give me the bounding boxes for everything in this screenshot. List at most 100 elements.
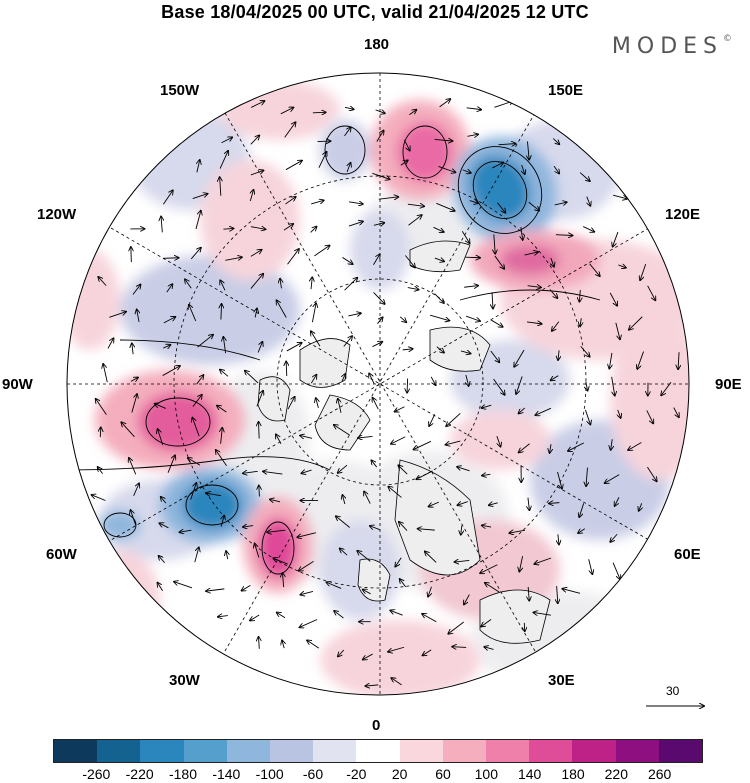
wind-vector <box>342 495 344 505</box>
wind-vector <box>92 495 106 501</box>
wind-vector <box>373 223 384 226</box>
wind-vector <box>465 315 480 321</box>
wind-vector <box>257 342 262 353</box>
wind-vector <box>388 487 402 498</box>
wind-vector <box>297 532 317 538</box>
wind-vector <box>493 378 505 395</box>
wind-vector <box>395 557 402 567</box>
wind-vector <box>391 436 406 444</box>
wind-vector <box>552 138 559 145</box>
wind-vector <box>221 428 223 444</box>
wind-vector <box>528 497 529 511</box>
wind-vector <box>363 653 373 659</box>
wind-vector <box>646 410 654 423</box>
wind-vector <box>388 646 405 652</box>
wind-vector <box>484 647 494 650</box>
colorbar-tick-label: 60 <box>435 766 451 782</box>
wind-vector <box>250 274 263 289</box>
wind-vector <box>429 501 439 506</box>
wind-vector <box>192 194 208 200</box>
wind-vector <box>583 226 594 232</box>
colorbar-tick-label: 20 <box>391 766 408 782</box>
wind-vector <box>578 528 586 533</box>
wind-vector <box>372 172 389 179</box>
wind-vector <box>342 374 345 382</box>
coastlines <box>257 240 551 644</box>
wind-vector <box>336 516 350 528</box>
wind-vector <box>192 418 200 437</box>
wind-vector <box>364 491 371 504</box>
colorbar-cell <box>615 740 659 762</box>
wind-vector <box>628 442 642 451</box>
wind-vector <box>159 556 166 564</box>
wind-vector <box>580 345 590 356</box>
wind-vector <box>550 444 551 453</box>
wind-vector <box>434 139 453 141</box>
wind-vector <box>428 586 431 597</box>
lon-label-90w: 90W <box>2 376 33 393</box>
wind-vector <box>373 398 379 410</box>
wind-vector <box>180 530 192 532</box>
wind-vector <box>587 196 591 206</box>
lon-label-30w: 30W <box>169 672 200 689</box>
colorbar-cell <box>356 740 400 762</box>
wind-vector <box>301 470 312 473</box>
wind-vector <box>526 322 542 324</box>
wind-vector <box>568 442 585 451</box>
wind-vector <box>161 217 162 233</box>
wind-vector <box>280 279 281 289</box>
map-border <box>66 72 690 696</box>
wind-vector <box>316 398 319 409</box>
colorbar-cell <box>270 740 314 762</box>
wind-vector <box>250 250 262 257</box>
wind-vector <box>340 548 348 556</box>
wind-vector <box>363 589 371 595</box>
wind-vector <box>259 422 260 439</box>
wind-vector <box>482 405 492 408</box>
wind-vector <box>461 525 462 535</box>
lon-label-150e: 150E <box>548 82 584 99</box>
wind-vector <box>466 374 469 386</box>
wind-vector <box>580 318 581 326</box>
wind-vector <box>250 101 264 108</box>
wind-vector <box>516 376 523 393</box>
wind-vector <box>400 579 407 588</box>
stream-contours <box>67 125 601 575</box>
wind-vector <box>221 137 233 144</box>
wind-vector <box>613 194 627 199</box>
wind-vector <box>586 467 587 487</box>
wind-vector <box>405 255 415 268</box>
wind-vector <box>344 107 354 109</box>
wind-vector <box>98 277 107 286</box>
colorbar-tick-label: 140 <box>517 766 542 782</box>
wind-vector <box>157 583 163 591</box>
wind-vector <box>163 317 175 324</box>
wind-vector <box>549 289 557 299</box>
wind-vector <box>277 613 286 619</box>
wind-vector <box>535 407 552 415</box>
wind-vector <box>347 163 350 173</box>
wind-vector <box>342 257 352 264</box>
wind-vector <box>100 427 101 438</box>
wind-vector <box>557 586 558 603</box>
wind-vector <box>514 349 525 367</box>
colorbar-tick-label: -140 <box>212 766 241 782</box>
wind-vector <box>216 450 227 466</box>
wind-vector <box>371 460 378 468</box>
wind-vector <box>221 516 224 527</box>
wind-vector <box>413 440 432 449</box>
wind-vector <box>220 177 221 196</box>
wind-vector <box>300 435 313 438</box>
wind-vector <box>326 582 342 589</box>
wind-vector <box>258 637 259 649</box>
wind-vector <box>673 407 679 418</box>
wind-vector <box>130 377 138 381</box>
wind-vector <box>400 160 408 166</box>
wind-vector <box>259 486 260 497</box>
wind-vector <box>528 586 529 601</box>
wind-vector <box>314 245 329 257</box>
wind-vector <box>399 522 408 531</box>
wind-vector <box>107 338 114 349</box>
reference-vector-label: 30 <box>666 684 680 698</box>
